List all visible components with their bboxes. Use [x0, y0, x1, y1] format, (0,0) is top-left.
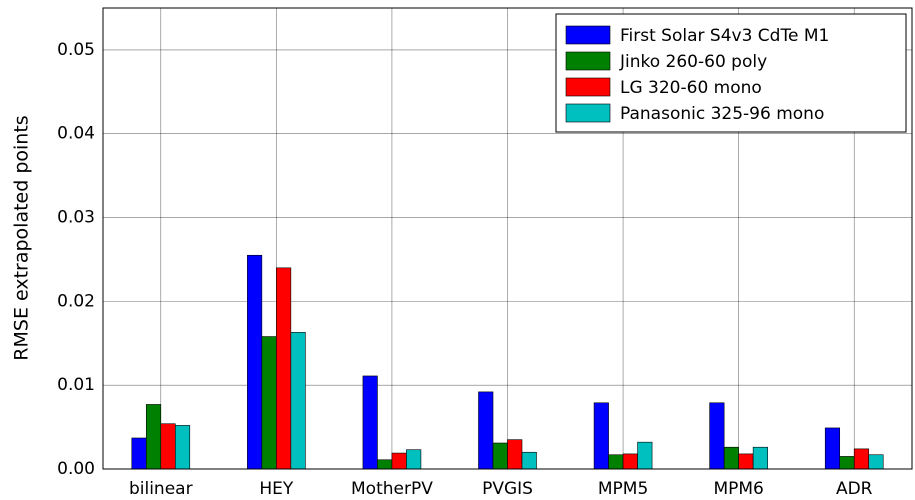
y-tick-label: 0.00 — [57, 459, 95, 479]
bar — [276, 267, 292, 470]
bar — [622, 453, 638, 470]
bar — [377, 459, 393, 470]
bar — [824, 427, 841, 470]
bar — [478, 391, 494, 470]
bar — [406, 449, 422, 470]
bar — [507, 439, 523, 470]
bar — [261, 336, 277, 470]
bar — [637, 441, 653, 470]
bar — [738, 453, 754, 470]
x-tick-label: MPM6 — [713, 479, 763, 499]
bar — [521, 451, 537, 470]
bar — [752, 446, 768, 470]
legend-label: First Solar S4v3 CdTe M1 — [620, 26, 829, 46]
legend-swatch — [565, 51, 611, 71]
x-tick-label: PVGIS — [482, 479, 533, 499]
bar — [160, 423, 176, 470]
y-axis-label: RMSE extrapolated points — [11, 115, 33, 360]
y-tick-label: 0.04 — [57, 124, 95, 144]
legend-swatch — [565, 103, 611, 123]
bar — [839, 456, 855, 470]
bar — [492, 442, 508, 470]
bar — [174, 425, 191, 470]
bar — [853, 448, 870, 470]
legend-swatch — [565, 77, 611, 97]
y-tick-label: 0.01 — [57, 375, 95, 395]
bar — [709, 402, 725, 470]
legend-label: Jinko 260-60 poly — [619, 52, 767, 72]
legend-swatch — [565, 25, 611, 45]
x-tick-label: HEY — [259, 479, 294, 499]
bar — [145, 404, 162, 470]
x-tick-label: bilinear — [129, 479, 193, 499]
bar — [247, 254, 263, 470]
legend-label: Panasonic 325-96 mono — [620, 104, 824, 124]
bar — [131, 437, 147, 470]
bar — [290, 332, 306, 470]
y-tick-label: 0.03 — [57, 208, 95, 228]
legend-label: LG 320-60 mono — [620, 78, 762, 98]
legend-box — [555, 13, 907, 133]
bar — [391, 452, 407, 470]
bar — [608, 454, 624, 470]
x-tick-label: MPM5 — [598, 479, 648, 499]
y-tick-label: 0.02 — [57, 291, 95, 311]
x-tick-label: MotherPV — [351, 479, 433, 499]
bar — [723, 446, 739, 470]
bar — [362, 375, 378, 470]
bar — [868, 454, 884, 470]
x-tick-label: ADR — [836, 479, 873, 499]
y-tick-label: 0.05 — [57, 40, 95, 60]
bar — [593, 402, 609, 470]
plot-frame — [102, 7, 913, 470]
